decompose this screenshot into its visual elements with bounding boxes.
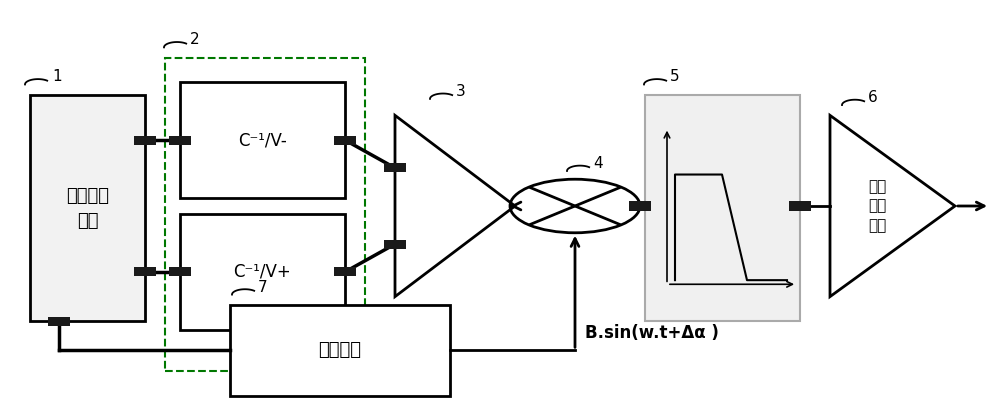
Bar bbox=[169, 267, 191, 276]
Text: 6: 6 bbox=[868, 90, 878, 105]
Bar bbox=[629, 201, 651, 211]
Bar bbox=[169, 136, 191, 145]
Bar bbox=[334, 136, 356, 145]
Bar bbox=[230, 305, 450, 396]
Bar bbox=[384, 239, 406, 248]
Text: 3: 3 bbox=[456, 84, 466, 99]
Bar bbox=[645, 95, 800, 321]
Text: 5: 5 bbox=[670, 70, 680, 84]
Bar bbox=[165, 58, 365, 371]
Bar bbox=[134, 267, 156, 276]
Bar bbox=[48, 317, 70, 326]
Bar bbox=[789, 201, 811, 211]
Bar bbox=[384, 164, 406, 173]
Bar bbox=[134, 136, 156, 145]
Text: 2: 2 bbox=[190, 33, 200, 47]
Bar bbox=[334, 267, 356, 276]
Text: 相移网络: 相移网络 bbox=[318, 341, 362, 359]
Text: 1: 1 bbox=[52, 70, 62, 84]
Bar bbox=[180, 214, 345, 330]
Bar bbox=[180, 82, 345, 198]
Text: B.sin(w.t+Δα ): B.sin(w.t+Δα ) bbox=[585, 324, 719, 342]
Text: 4: 4 bbox=[593, 156, 603, 171]
Text: 放大
输出
电路: 放大 输出 电路 bbox=[868, 179, 887, 233]
Text: 7: 7 bbox=[258, 280, 268, 295]
Text: C⁻¹/V-: C⁻¹/V- bbox=[238, 131, 287, 149]
Bar bbox=[30, 95, 145, 321]
Text: 高频振荡
电路: 高频振荡 电路 bbox=[66, 187, 109, 229]
Text: C⁻¹/V+: C⁻¹/V+ bbox=[234, 263, 291, 281]
